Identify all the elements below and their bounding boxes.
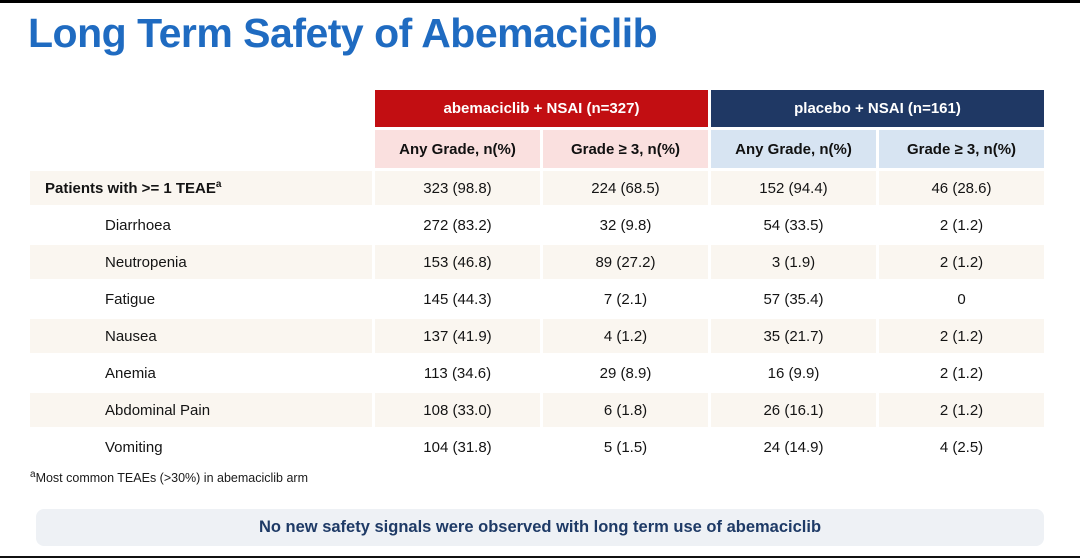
- table-row-teae: Patients with >= 1 TEAEa 323 (98.8) 224 …: [30, 171, 1044, 205]
- cell-value: 4 (2.5): [939, 438, 984, 456]
- row-label: Nausea: [30, 319, 372, 353]
- table-row-anemia: Anemia 113 (34.6) 29 (8.9) 16 (9.9) 2 (1…: [30, 356, 1044, 390]
- cell-value: 224 (68.5): [543, 171, 708, 205]
- column-header-abema-grade3: Grade ≥ 3, n(%): [543, 130, 708, 168]
- cell-value: 5 (1.5): [603, 438, 648, 456]
- footnote-text: Most common TEAEs (>30%) in abemaciclib …: [35, 471, 308, 485]
- group-header-row: abemaciclib + NSAI (n=327) placebo + NSA…: [30, 90, 1044, 127]
- slide-frame-bottom: [0, 556, 1080, 558]
- cell-value: 57 (35.4): [763, 290, 824, 308]
- header-spacer: [30, 90, 372, 127]
- column-header-placebo-grade3: Grade ≥ 3, n(%): [879, 130, 1044, 168]
- cell-value: 2 (1.2): [879, 245, 1044, 279]
- page-title: Long Term Safety of Abemaciclib: [28, 10, 658, 56]
- cell-value: 152 (94.4): [711, 171, 876, 205]
- cell-value: 4 (1.2): [543, 319, 708, 353]
- cell-value: 323 (98.8): [375, 171, 540, 205]
- row-label: Neutropenia: [30, 245, 372, 279]
- cell-value: 32 (9.8): [599, 216, 652, 234]
- slide-frame-top: [0, 0, 1080, 3]
- group-header-placebo: placebo + NSAI (n=161): [711, 90, 1044, 127]
- table-row-vomiting: Vomiting 104 (31.8) 5 (1.5) 24 (14.9) 4 …: [30, 430, 1044, 464]
- cell-value: 145 (44.3): [423, 290, 492, 308]
- cell-value: 2 (1.2): [879, 319, 1044, 353]
- table-row-diarrhoea: Diarrhoea 272 (83.2) 32 (9.8) 54 (33.5) …: [30, 208, 1044, 242]
- row-label: Fatigue: [105, 290, 156, 308]
- column-header-abema-any-grade: Any Grade, n(%): [375, 130, 540, 168]
- table-row-fatigue: Fatigue 145 (44.3) 7 (2.1) 57 (35.4) 0: [30, 282, 1044, 316]
- row-label: Vomiting: [105, 438, 163, 456]
- cell-value: 7 (2.1): [603, 290, 648, 308]
- cell-value: 29 (8.9): [599, 364, 652, 382]
- footnote-marker: a: [215, 178, 222, 190]
- header-spacer: [30, 130, 372, 168]
- cell-value: 2 (1.2): [939, 364, 984, 382]
- adverse-events-table: abemaciclib + NSAI (n=327) placebo + NSA…: [27, 87, 1047, 467]
- row-label: Patients with >= 1 TEAEa: [30, 171, 372, 205]
- cell-value: 26 (16.1): [711, 393, 876, 427]
- cell-value: 153 (46.8): [375, 245, 540, 279]
- group-header-abemaciclib: abemaciclib + NSAI (n=327): [375, 90, 708, 127]
- cell-value: 137 (41.9): [375, 319, 540, 353]
- conclusion-banner-text: No new safety signals were observed with…: [258, 518, 822, 536]
- cell-value: 46 (28.6): [879, 171, 1044, 205]
- cell-value: 35 (21.7): [711, 319, 876, 353]
- column-header-placebo-any-grade: Any Grade, n(%): [711, 130, 876, 168]
- cell-value: 16 (9.9): [767, 364, 820, 382]
- conclusion-banner: No new safety signals were observed with…: [36, 509, 1044, 546]
- cell-value: 108 (33.0): [375, 393, 540, 427]
- cell-value: 6 (1.8): [543, 393, 708, 427]
- cell-value: 104 (31.8): [423, 438, 492, 456]
- footnote-marker: a: [30, 468, 36, 480]
- row-label: Diarrhoea: [105, 216, 171, 234]
- cell-value: 89 (27.2): [543, 245, 708, 279]
- cell-value: 272 (83.2): [423, 216, 492, 234]
- cell-value: 2 (1.2): [879, 393, 1044, 427]
- cell-value: 54 (33.5): [763, 216, 824, 234]
- cell-value: 24 (14.9): [763, 438, 824, 456]
- footnote: aMost common TEAEs (>30%) in abemaciclib…: [30, 468, 308, 485]
- cell-value: 0: [957, 290, 966, 308]
- table-row-abdominal-pain: Abdominal Pain 108 (33.0) 6 (1.8) 26 (16…: [30, 393, 1044, 427]
- row-label-text: Patients with >= 1 TEAE: [45, 179, 216, 197]
- cell-value: 3 (1.9): [711, 245, 876, 279]
- table-row-neutropenia: Neutropenia 153 (46.8) 89 (27.2) 3 (1.9)…: [30, 245, 1044, 279]
- row-label: Abdominal Pain: [30, 393, 372, 427]
- table-row-nausea: Nausea 137 (41.9) 4 (1.2) 35 (21.7) 2 (1…: [30, 319, 1044, 353]
- column-header-row: Any Grade, n(%) Grade ≥ 3, n(%) Any Grad…: [30, 130, 1044, 168]
- cell-value: 2 (1.2): [939, 216, 984, 234]
- cell-value: 113 (34.6): [423, 364, 492, 382]
- row-label: Anemia: [105, 364, 156, 382]
